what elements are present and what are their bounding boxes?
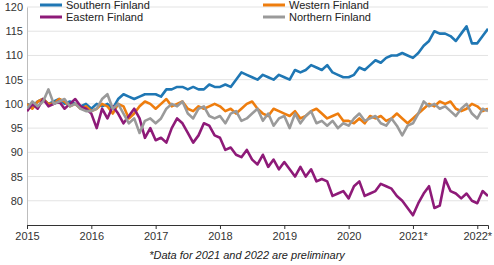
x-tick-mark — [156, 225, 157, 229]
x-tick-mark — [220, 225, 221, 229]
y-tick: 85 — [11, 171, 27, 183]
y-tick-label: 80 — [11, 195, 23, 207]
legend-label: Western Finland — [289, 0, 369, 11]
x-tick-label: 2015 — [15, 230, 39, 242]
y-tick: 120 — [5, 1, 27, 13]
y-tick-label: 85 — [11, 171, 23, 183]
x-axis: 2015 2016 2017 2018 2019 2020 2021* 2022* — [15, 225, 493, 242]
x-tick: 2018 — [208, 225, 232, 242]
x-tick-mark — [477, 225, 478, 229]
legend-item: Northern Finland — [263, 11, 371, 23]
x-tick-mark — [413, 225, 414, 229]
x-tick-mark — [91, 225, 92, 229]
y-axis: 80 85 90 95 100 105 110 115 120 — [5, 1, 28, 225]
x-tick-label: 2022* — [463, 230, 492, 242]
legend-label: Eastern Finland — [66, 11, 143, 23]
x-tick-mark — [27, 225, 28, 229]
legend: Southern Finland Western Finland Eastern F… — [40, 0, 371, 23]
x-tick-mark — [284, 225, 285, 229]
grid-line — [27, 152, 488, 153]
y-tick: 115 — [5, 25, 27, 37]
y-tick: 95 — [11, 122, 27, 134]
y-tick-label: 100 — [5, 98, 23, 110]
y-tick-label: 110 — [5, 49, 23, 61]
chart: 8085909510010511011512020152016201720182… — [0, 0, 494, 265]
series-line — [27, 99, 488, 215]
x-tick-label: 2016 — [80, 230, 104, 242]
x-tick: 2019 — [273, 225, 297, 242]
y-tick-label: 90 — [11, 146, 23, 158]
y-tick: 105 — [5, 74, 27, 86]
y-axis-line — [27, 8, 28, 226]
legend-item: Western Finland — [263, 0, 369, 11]
y-tick: 110 — [5, 49, 27, 61]
legend-swatch — [40, 4, 62, 7]
x-tick: 2015 — [15, 225, 39, 242]
legend-swatch — [263, 16, 285, 19]
lines — [27, 26, 488, 215]
grid-line — [27, 31, 488, 32]
grid — [27, 7, 488, 201]
legend-item: Eastern Finland — [40, 11, 143, 23]
grid-line — [27, 176, 488, 177]
x-tick: 2017 — [144, 225, 168, 242]
series-line — [27, 89, 488, 135]
y-tick: 90 — [11, 146, 27, 158]
footnote: *Data for 2021 and 2022 are preliminary — [149, 249, 346, 261]
x-tick-mark — [349, 225, 350, 229]
grid-line — [27, 55, 488, 56]
x-tick-label: 2018 — [208, 230, 232, 242]
x-tick: 2016 — [80, 225, 104, 242]
x-axis-line — [28, 226, 489, 230]
x-tick: 2021* — [399, 225, 428, 242]
x-tick-label: 2021* — [399, 230, 428, 242]
x-tick-label: 2020 — [337, 230, 361, 242]
x-tick-label: 2017 — [144, 230, 168, 242]
legend-item: Southern Finland — [40, 0, 150, 11]
x-tick-label: 2019 — [273, 230, 297, 242]
legend-swatch — [263, 4, 285, 7]
legend-label: Northern Finland — [289, 11, 371, 23]
series-line — [27, 26, 488, 108]
y-tick: 100 — [5, 98, 27, 110]
y-tick-label: 115 — [5, 25, 23, 37]
x-tick: 2022* — [463, 225, 492, 242]
legend-label: Southern Finland — [66, 0, 150, 11]
y-tick: 80 — [11, 195, 27, 207]
x-tick: 2020 — [337, 225, 361, 242]
y-tick-label: 105 — [5, 74, 23, 86]
y-tick-label: 95 — [11, 122, 23, 134]
legend-swatch — [40, 16, 62, 19]
y-tick-label: 120 — [5, 1, 23, 13]
